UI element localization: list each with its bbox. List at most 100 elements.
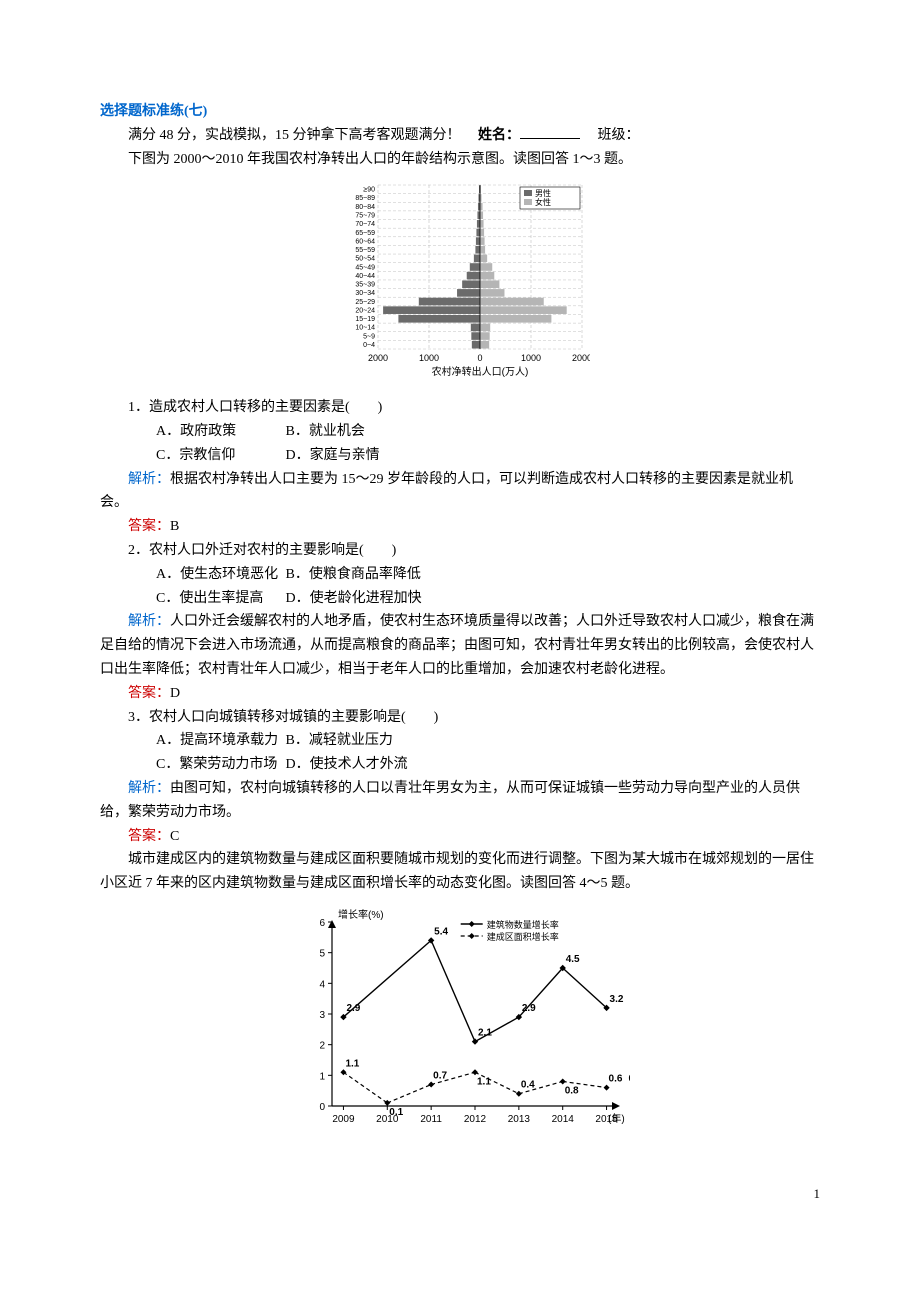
svg-text:1.1: 1.1 — [477, 1076, 491, 1087]
svg-text:5~9: 5~9 — [363, 334, 375, 341]
class-label: 班级： — [598, 128, 640, 143]
answer-label: 答案： — [128, 686, 170, 701]
q1-answer: B — [170, 519, 179, 534]
q2-optA: A．使生态环境恶化 — [128, 563, 282, 587]
intro-2: 城市建成区内的建筑物数量与建成区面积要随城市规划的变化而进行调整。下图为某大城市… — [100, 848, 820, 896]
q2-opts-row2: C．使出生率提高 D．使老龄化进程加快 — [100, 587, 820, 611]
name-blank[interactable] — [520, 138, 580, 139]
svg-text:3.2: 3.2 — [610, 994, 624, 1005]
svg-text:4: 4 — [319, 979, 325, 990]
svg-text:25~29: 25~29 — [355, 299, 375, 306]
q1-stem: 1．造成农村人口转移的主要因素是( ) — [100, 396, 820, 420]
svg-text:5: 5 — [319, 949, 325, 960]
q2-optB: B．使粮食商品率降低 — [286, 567, 421, 582]
pyramid-figure: ≥9085~8980~8475~7970~7465~5960~6455~5950… — [100, 179, 820, 388]
svg-text:35~39: 35~39 — [355, 282, 375, 289]
svg-text:0.6: 0.6 — [629, 1074, 630, 1085]
svg-text:5.4: 5.4 — [434, 926, 448, 937]
q2-opts-row1: A．使生态环境恶化 B．使粮食商品率降低 — [100, 563, 820, 587]
svg-text:10~14: 10~14 — [355, 325, 375, 332]
svg-text:0.1: 0.1 — [389, 1107, 403, 1118]
q3-analysis-block: 解析：由图可知，农村向城镇转移的人口以青壮年男女为主，从而可保证城镇一些劳动力导… — [100, 777, 820, 825]
analysis-label: 解析： — [128, 472, 170, 487]
svg-text:1000: 1000 — [521, 353, 541, 363]
svg-text:2: 2 — [319, 1041, 325, 1052]
q3-opts-row2: C．繁荣劳动力市场 D．使技术人才外流 — [100, 753, 820, 777]
svg-text:0: 0 — [477, 353, 482, 363]
q1-analysis: 根据农村净转出人口主要为 15～29 岁年龄段的人口，可以判断造成农村人口转移的… — [100, 472, 793, 511]
svg-text:0: 0 — [319, 1102, 325, 1113]
svg-text:80~84: 80~84 — [355, 204, 375, 211]
svg-text:0.8: 0.8 — [565, 1085, 579, 1096]
svg-text:85~89: 85~89 — [355, 196, 375, 203]
svg-text:30~34: 30~34 — [355, 291, 375, 298]
svg-text:2014: 2014 — [552, 1114, 575, 1125]
linechart-figure: 01234562009201020112012201320142015增长率(%… — [100, 904, 820, 1143]
q3-optB: B．减轻就业压力 — [286, 733, 393, 748]
q2-optD: D．使老龄化进程加快 — [286, 591, 422, 606]
svg-text:建成区面积增长率: 建成区面积增长率 — [487, 931, 559, 942]
svg-text:3: 3 — [319, 1010, 325, 1021]
header-line: 满分 48 分，实战模拟，15 分钟拿下高考客观题满分！ 姓名： 班级： — [100, 124, 820, 148]
q3-optA: A．提高环境承载力 — [128, 729, 282, 753]
q1-analysis-block: 解析：根据农村净转出人口主要为 15～29 岁年龄段的人口，可以判断造成农村人口… — [100, 468, 820, 516]
svg-text:15~19: 15~19 — [355, 316, 375, 323]
svg-text:2012: 2012 — [464, 1114, 487, 1125]
svg-text:增长率(%): 增长率(%) — [338, 908, 384, 921]
q2-analysis: 人口外迁会缓解农村的人地矛盾，使农村生态环境质量得以改善；人口外迁导致农村人口减… — [100, 614, 814, 677]
svg-text:75~79: 75~79 — [355, 213, 375, 220]
svg-text:(年): (年) — [608, 1112, 625, 1125]
q1-optB: B．就业机会 — [286, 424, 365, 439]
analysis-label: 解析： — [128, 781, 170, 796]
svg-text:4.5: 4.5 — [566, 954, 580, 965]
q3-optD: D．使技术人才外流 — [286, 757, 408, 772]
svg-text:2009: 2009 — [332, 1114, 355, 1125]
subtitle: 满分 48 分，实战模拟，15 分钟拿下高考客观题满分！ — [128, 128, 461, 143]
q1-optC: C．宗教信仰 — [128, 444, 282, 468]
svg-text:男性: 男性 — [535, 188, 551, 198]
svg-text:1: 1 — [319, 1071, 325, 1082]
svg-text:2011: 2011 — [420, 1114, 442, 1125]
answer-label: 答案： — [128, 519, 170, 534]
q2-optC: C．使出生率提高 — [128, 587, 282, 611]
svg-text:40~44: 40~44 — [355, 273, 375, 280]
q3-stem: 3．农村人口向城镇转移对城镇的主要影响是( ) — [100, 706, 820, 730]
svg-text:农村净转出人口(万人): 农村净转出人口(万人) — [432, 365, 529, 378]
q2-analysis-block: 解析：人口外迁会缓解农村的人地矛盾，使农村生态环境质量得以改善；人口外迁导致农村… — [100, 610, 820, 681]
q2-answer: D — [170, 686, 180, 701]
q1-opts-row2: C．宗教信仰 D．家庭与亲情 — [100, 444, 820, 468]
svg-text:1000: 1000 — [419, 353, 439, 363]
q3-answer-block: 答案：C — [100, 825, 820, 849]
q1-answer-block: 答案：B — [100, 515, 820, 539]
q3-opts-row1: A．提高环境承载力 B．减轻就业压力 — [100, 729, 820, 753]
svg-text:6: 6 — [319, 918, 325, 929]
q3-analysis: 由图可知，农村向城镇转移的人口以青壮年男女为主，从而可保证城镇一些劳动力导向型产… — [100, 781, 800, 820]
svg-text:50~54: 50~54 — [355, 256, 375, 263]
svg-text:20~24: 20~24 — [355, 308, 375, 315]
svg-text:70~74: 70~74 — [355, 222, 375, 229]
svg-text:0~4: 0~4 — [363, 342, 375, 349]
analysis-label: 解析： — [128, 614, 170, 629]
svg-text:0.6: 0.6 — [609, 1074, 623, 1085]
svg-text:2000: 2000 — [572, 353, 590, 363]
svg-text:2000: 2000 — [368, 353, 388, 363]
svg-text:女性: 女性 — [535, 197, 551, 207]
q3-answer: C — [170, 829, 179, 844]
q2-answer-block: 答案：D — [100, 682, 820, 706]
svg-text:0.7: 0.7 — [433, 1070, 447, 1081]
q1-optA: A．政府政策 — [128, 420, 282, 444]
pyramid-svg: ≥9085~8980~8475~7970~7465~5960~6455~5950… — [330, 179, 590, 379]
svg-text:60~64: 60~64 — [355, 239, 375, 246]
intro-1: 下图为 2000～2010 年我国农村净转出人口的年龄结构示意图。读图回答 1～… — [100, 148, 820, 172]
name-label: 姓名： — [478, 128, 520, 143]
page-number: 1 — [100, 1183, 820, 1205]
q1-optD: D．家庭与亲情 — [286, 448, 380, 463]
linechart-svg: 01234562009201020112012201320142015增长率(%… — [290, 904, 630, 1134]
answer-label: 答案： — [128, 829, 170, 844]
svg-text:2013: 2013 — [508, 1114, 531, 1125]
svg-text:55~59: 55~59 — [355, 247, 375, 254]
svg-text:建筑物数量增长率: 建筑物数量增长率 — [487, 919, 559, 930]
svg-text:≥90: ≥90 — [363, 187, 375, 194]
q2-stem: 2．农村人口外迁对农村的主要影响是( ) — [100, 539, 820, 563]
section-title: 选择题标准练(七) — [100, 100, 820, 124]
